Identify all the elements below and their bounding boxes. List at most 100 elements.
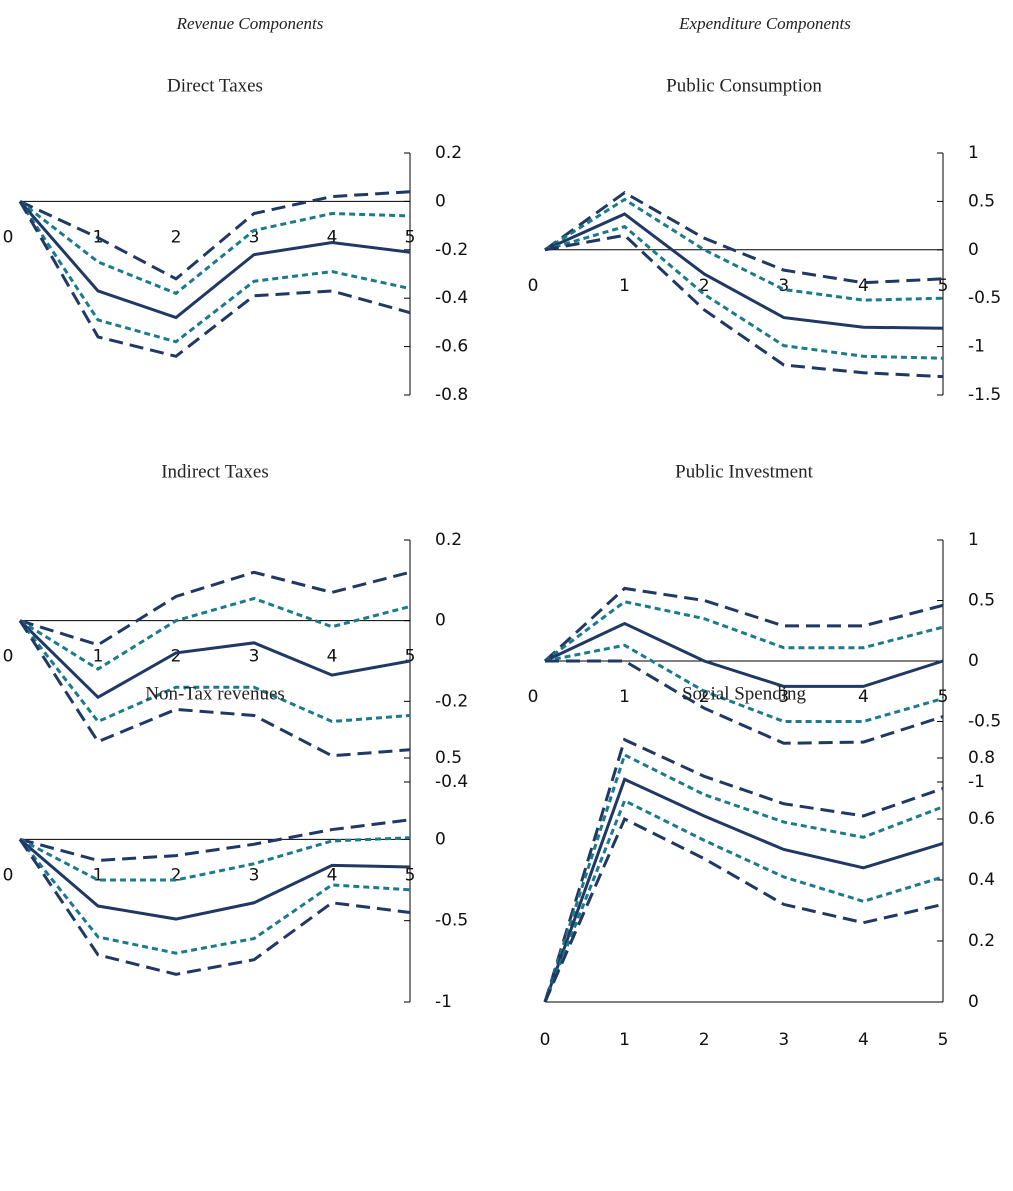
series-line bbox=[19, 190, 411, 281]
x-tick-label: 5 bbox=[405, 647, 416, 667]
chart-title: Direct Taxes bbox=[167, 75, 263, 96]
chart-title: Social Spending bbox=[682, 683, 807, 704]
x-tick-label: 0 bbox=[540, 1030, 551, 1050]
y-tick-label: 0.8 bbox=[968, 748, 995, 768]
column-header: Expenditure Components bbox=[678, 14, 851, 33]
y-tick-label: 0 bbox=[968, 240, 979, 260]
x-tick-label: 4 bbox=[327, 647, 338, 667]
x-tick-label: 4 bbox=[327, 865, 338, 885]
x-tick-label: 3 bbox=[249, 647, 260, 667]
y-tick-label: 0.2 bbox=[435, 530, 462, 550]
y-tick-label: 0 bbox=[968, 992, 979, 1012]
chart-title: Public Consumption bbox=[666, 75, 822, 96]
series-line bbox=[18, 200, 411, 320]
series-line bbox=[19, 570, 411, 647]
series-line bbox=[19, 818, 411, 862]
y-tick-label: -0.5 bbox=[968, 712, 1001, 732]
column-header: Revenue Components bbox=[176, 14, 324, 33]
x-tick-label: 4 bbox=[858, 1030, 869, 1050]
y-tick-label: 0.5 bbox=[968, 191, 995, 211]
x-tick-label: 0 bbox=[528, 276, 539, 296]
x-tick-label: 5 bbox=[405, 227, 416, 247]
x-tick-label: 5 bbox=[938, 1030, 949, 1050]
series-line bbox=[18, 619, 411, 700]
x-tick-label: 2 bbox=[699, 1030, 710, 1050]
series-line bbox=[19, 596, 411, 671]
x-tick-label: 3 bbox=[778, 1030, 789, 1050]
x-tick-label: 1 bbox=[619, 687, 630, 707]
y-tick-label: 0.5 bbox=[435, 748, 462, 768]
series-line bbox=[543, 816, 944, 1003]
y-tick-label: -0.5 bbox=[968, 288, 1001, 308]
y-tick-label: 0.2 bbox=[435, 143, 462, 163]
y-tick-label: 0 bbox=[968, 651, 979, 671]
y-tick-label: 0.4 bbox=[968, 870, 995, 890]
x-tick-label: 0 bbox=[3, 227, 14, 247]
x-tick-label: 2 bbox=[171, 227, 182, 247]
x-tick-label: 4 bbox=[858, 276, 869, 296]
x-tick-label: 1 bbox=[93, 865, 104, 885]
series-line bbox=[543, 586, 944, 663]
y-tick-label: -0.8 bbox=[435, 385, 468, 405]
x-tick-label: 2 bbox=[171, 647, 182, 667]
y-tick-label: -0.4 bbox=[435, 772, 468, 792]
series-line bbox=[544, 600, 944, 663]
series-line bbox=[544, 233, 944, 379]
y-tick-label: 0 bbox=[435, 611, 446, 631]
y-tick-label: 0 bbox=[435, 191, 446, 211]
series-line bbox=[544, 190, 944, 285]
x-tick-label: 0 bbox=[528, 687, 539, 707]
series-line bbox=[543, 737, 944, 1003]
chart-title: Non-Tax revenues bbox=[145, 683, 285, 704]
y-tick-label: -0.2 bbox=[435, 240, 468, 260]
x-tick-label: 4 bbox=[858, 687, 869, 707]
y-tick-label: -0.2 bbox=[435, 691, 468, 711]
x-tick-label: 1 bbox=[93, 647, 104, 667]
x-tick-label: 2 bbox=[699, 276, 710, 296]
chart-title: Public Investment bbox=[675, 461, 813, 482]
y-tick-label: 1 bbox=[968, 143, 979, 163]
x-tick-label: 0 bbox=[3, 647, 14, 667]
series-line bbox=[544, 621, 944, 688]
x-tick-label: 3 bbox=[778, 276, 789, 296]
x-tick-label: 3 bbox=[778, 687, 789, 707]
y-tick-label: 0.5 bbox=[968, 591, 995, 611]
y-tick-label: 0.2 bbox=[968, 931, 995, 951]
series-line bbox=[19, 838, 411, 921]
series-line bbox=[18, 200, 411, 344]
x-tick-label: 5 bbox=[938, 276, 949, 296]
series-line bbox=[543, 777, 944, 1003]
series-line bbox=[19, 836, 411, 882]
x-tick-label: 1 bbox=[619, 1030, 630, 1050]
series-line bbox=[545, 659, 944, 745]
series-line bbox=[544, 643, 944, 723]
y-tick-label: 1 bbox=[968, 530, 979, 550]
series-line bbox=[544, 197, 944, 302]
x-tick-label: 5 bbox=[405, 865, 416, 885]
series-line bbox=[18, 200, 411, 358]
series-line bbox=[543, 752, 944, 1003]
x-tick-label: 2 bbox=[171, 865, 182, 885]
x-tick-label: 3 bbox=[249, 227, 260, 247]
y-tick-label: 0.6 bbox=[968, 809, 995, 829]
series-line bbox=[18, 838, 411, 976]
y-tick-label: -0.4 bbox=[435, 288, 468, 308]
y-tick-label: -1 bbox=[968, 337, 985, 357]
y-tick-label: -1 bbox=[968, 772, 985, 792]
x-tick-label: 5 bbox=[938, 687, 949, 707]
y-tick-label: -0.6 bbox=[435, 337, 468, 357]
chart-title: Indirect Taxes bbox=[161, 461, 269, 482]
x-tick-label: 4 bbox=[327, 227, 338, 247]
series-line bbox=[19, 200, 411, 296]
series-line bbox=[18, 619, 411, 758]
x-tick-label: 0 bbox=[3, 865, 14, 885]
y-tick-label: -0.5 bbox=[435, 911, 468, 931]
series-line bbox=[18, 619, 411, 724]
y-tick-label: 0 bbox=[435, 829, 446, 849]
series-line bbox=[543, 798, 944, 1003]
series-line bbox=[544, 224, 944, 360]
y-tick-label: -1 bbox=[435, 992, 452, 1012]
series-line bbox=[544, 212, 944, 330]
x-tick-label: 3 bbox=[249, 865, 260, 885]
